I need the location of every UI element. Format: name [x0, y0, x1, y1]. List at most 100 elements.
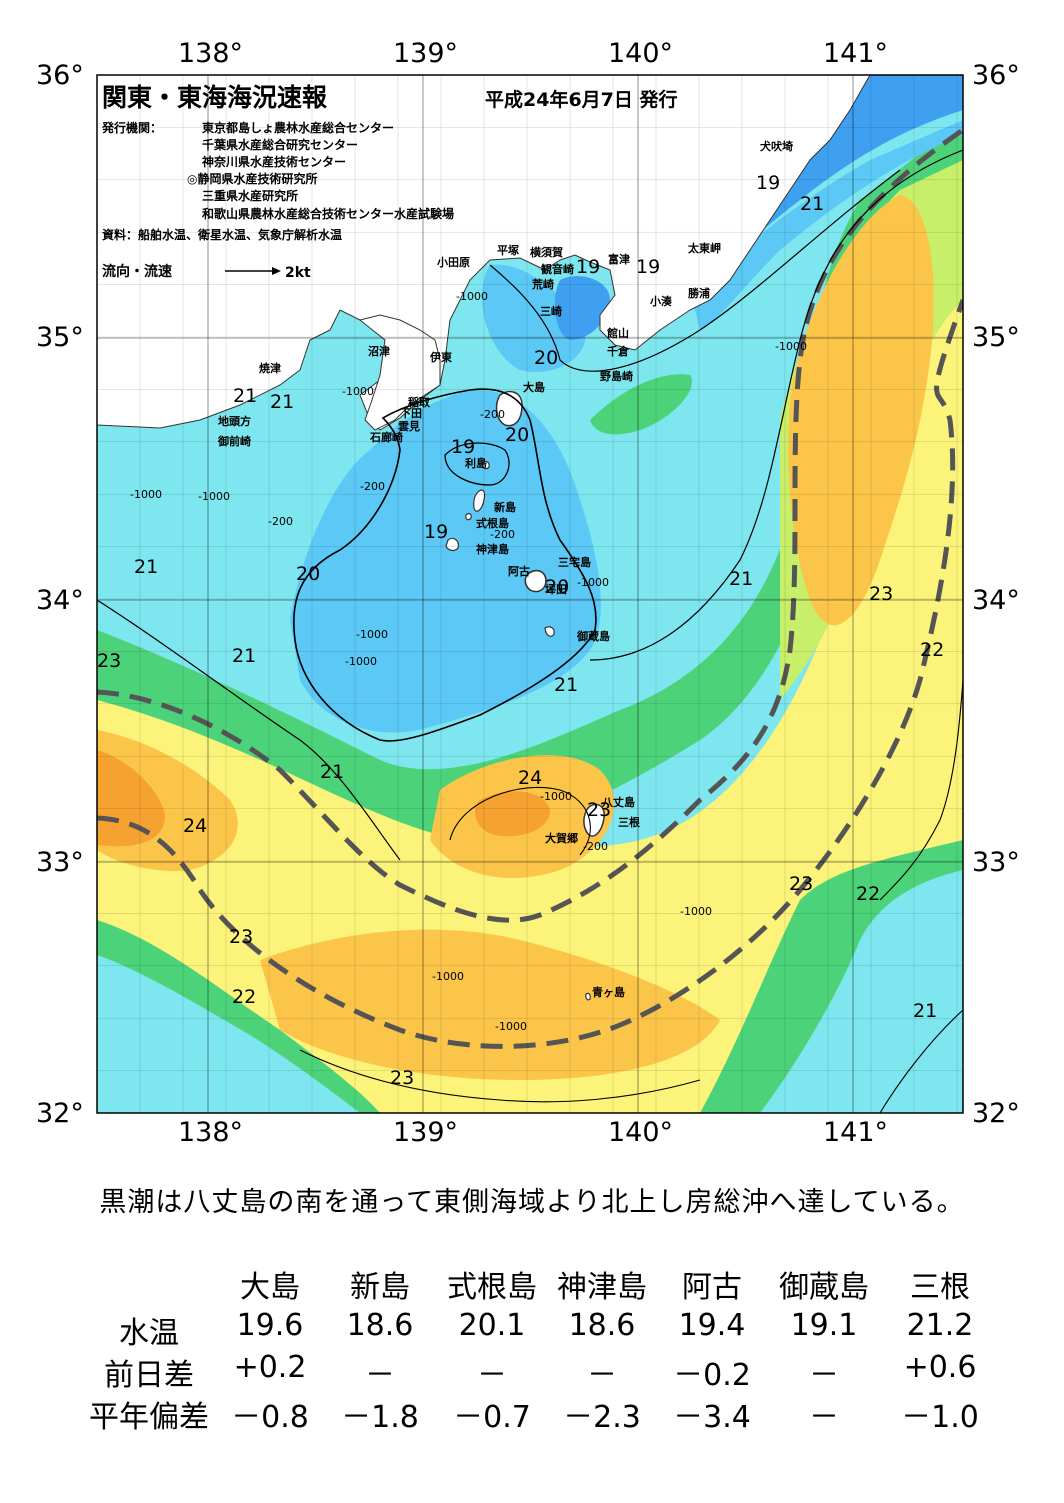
- place-label: 坪田: [545, 583, 567, 596]
- issue-date: 平成24年6月7日 発行: [485, 88, 678, 111]
- isotherm-label: 24: [518, 767, 542, 789]
- place-label: 館山: [606, 326, 629, 340]
- place-label: 神津島: [476, 542, 509, 556]
- table-cell: －: [365, 1358, 395, 1393]
- depth-contour-label: -1000: [356, 628, 388, 641]
- isotherm-label: 20: [545, 576, 569, 598]
- depth-contour-label: -1000: [495, 1020, 527, 1033]
- isotherm-label: 19: [424, 521, 448, 543]
- isotherm-23-south: [299, 1049, 701, 1103]
- publisher-2: 千葉県水産総合研究センター: [202, 137, 358, 152]
- table-cell: －0.7: [453, 1400, 531, 1435]
- lon-label-bottom-139: 139°: [393, 1117, 459, 1148]
- isotherm-22-east: [879, 679, 963, 901]
- place-label: 御蔵島: [576, 629, 610, 643]
- lat-label-right-35: 35°: [972, 322, 1020, 353]
- table-cell: －1.0: [901, 1400, 979, 1435]
- island-shikinejima: [465, 512, 472, 521]
- lon-label-top-140: 140°: [608, 38, 674, 69]
- table-cell: －: [809, 1400, 839, 1435]
- depth-contour-label: -1000: [345, 655, 377, 668]
- lat-label-left-36: 36°: [36, 60, 84, 91]
- row-label: 平年偏差: [89, 1400, 209, 1435]
- southwest-green: [97, 920, 380, 1113]
- table-cell: －: [477, 1358, 507, 1393]
- isotherm-label: 19: [636, 256, 660, 278]
- lon-label-bottom-138: 138°: [178, 1117, 244, 1148]
- isotherm-label: 22: [920, 639, 944, 661]
- station-name: 大島: [240, 1270, 300, 1305]
- isotherm-label: 20: [296, 563, 320, 585]
- table-cell: +0.6: [903, 1350, 977, 1385]
- place-label: 観音崎: [541, 262, 574, 276]
- place-label: 焼津: [259, 361, 281, 375]
- place-label: 利島: [465, 456, 487, 470]
- place-label: 横須賀: [530, 245, 563, 259]
- place-label: 三宅島: [558, 555, 591, 569]
- orange-south: [260, 929, 720, 1080]
- land-shizuoka: [97, 75, 871, 431]
- publisher-5: 三重県水産研究所: [202, 188, 298, 203]
- place-label: 地頭方: [218, 414, 251, 428]
- flow-legend-label: 流向・流速: [102, 263, 172, 280]
- place-label: 犬吠埼: [760, 139, 793, 153]
- place-label: 平塚: [497, 243, 519, 257]
- depth-contour-label: -1000: [540, 790, 572, 803]
- depth-contour-label: -200: [583, 840, 608, 853]
- isotherm-label: 21: [320, 761, 344, 783]
- cool-water-sagami: [290, 389, 601, 733]
- place-label: 新島: [494, 500, 516, 514]
- table-cell: 19.4: [678, 1308, 746, 1343]
- isotherm-label: 21: [270, 391, 294, 413]
- isotherm-label: 22: [232, 986, 256, 1008]
- normal-anomaly-row: 平年偏差 －0.8 －1.8 －0.7 －2.3 －3.4 － －1.0: [0, 1392, 1064, 1436]
- place-label: 小湊: [649, 294, 672, 308]
- isotherm-label: 24: [183, 815, 207, 837]
- data-sources: 資料：船舶水温、衛星水温、気象庁解析水温: [102, 227, 342, 242]
- publisher-3: 神奈川県水産技術センター: [202, 154, 346, 169]
- water-temp-row: 水温 19.6 18.6 20.1 18.6 19.4 19.1 21.2: [0, 1308, 1064, 1352]
- place-label: 千倉: [607, 344, 630, 358]
- isotherm-label: 20: [505, 424, 529, 446]
- isotherm-label: 21: [232, 645, 256, 667]
- isotherm-label: 21: [913, 1000, 937, 1022]
- isotherm-21-east: [589, 149, 963, 661]
- place-label: 石廊崎: [369, 430, 403, 444]
- island-miyakejima: [524, 569, 547, 593]
- place-label: 沼津: [368, 344, 390, 358]
- isotherm-label: 21: [800, 193, 824, 215]
- isotherm-21-west: [97, 599, 401, 861]
- isotherm-label: 20: [534, 347, 558, 369]
- green-patch-boso: [590, 374, 692, 435]
- place-label: 荒崎: [531, 277, 554, 291]
- place-label: 阿古: [508, 564, 530, 578]
- isotherm-label: 23: [390, 1067, 414, 1089]
- depth-contour-label: -1000: [432, 970, 464, 983]
- table-cell: 18.6: [568, 1308, 636, 1343]
- lat-label-right-32: 32°: [972, 1098, 1020, 1129]
- isotherm-label: 21: [134, 556, 158, 578]
- table-cell: －0.2: [673, 1358, 751, 1393]
- place-label: 式根島: [476, 516, 509, 530]
- table-cell: 19.1: [790, 1308, 858, 1343]
- flow-arrow-icon: [225, 267, 281, 275]
- isotherm-label: 23: [97, 650, 121, 672]
- land-izu-peninsula: [358, 314, 441, 431]
- place-label: 大島: [523, 380, 545, 394]
- place-label: 三根: [618, 815, 641, 829]
- lon-label-top-138: 138°: [178, 38, 244, 69]
- isotherm-19-north: [489, 169, 901, 372]
- cool-water-kashima: [690, 120, 963, 330]
- station-name: 三根: [910, 1270, 970, 1305]
- depth-contour-label: -1000: [198, 490, 230, 503]
- flow-scale-label: 2kt: [285, 265, 311, 281]
- depth-contour-label: -1000: [456, 290, 488, 303]
- summary-text: 黒潮は八丈島の南を通って東側海域より北上し房総沖へ達している。: [99, 1187, 965, 1218]
- map-title: 関東・東海海況速報: [102, 83, 328, 112]
- isotherm-label: 21: [729, 568, 753, 590]
- isotherm-label: 23: [789, 873, 813, 895]
- isotherm-label: 23: [229, 926, 253, 948]
- station-name: 神津島: [557, 1270, 647, 1305]
- place-label: 三崎: [540, 304, 562, 318]
- station-name: 御蔵島: [779, 1270, 869, 1305]
